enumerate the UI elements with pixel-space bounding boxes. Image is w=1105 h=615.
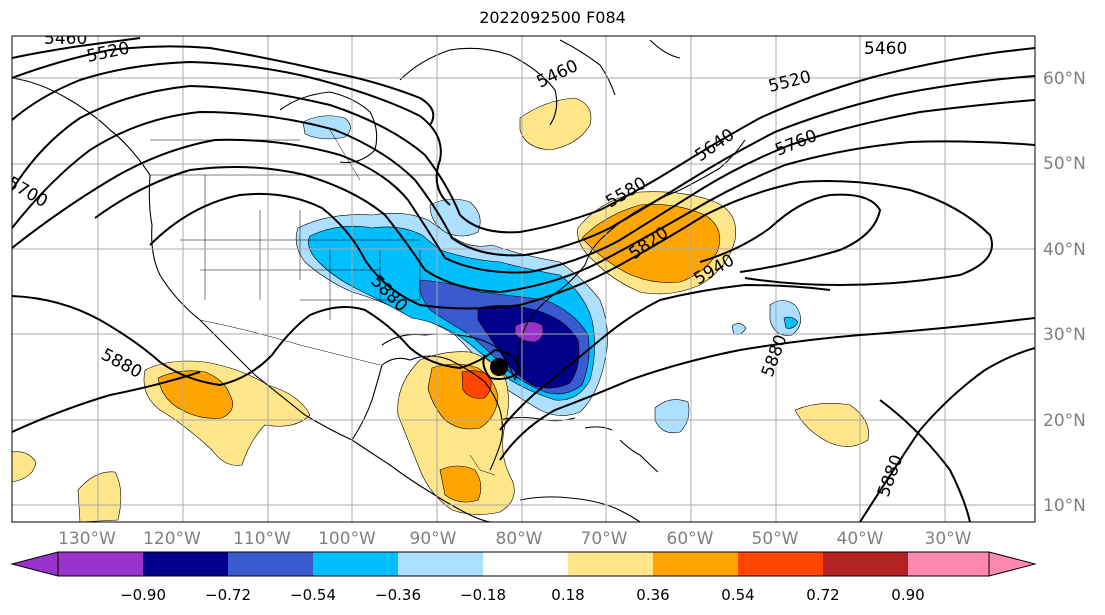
lat-label: 10°N (1043, 496, 1086, 516)
lon-label: 130°W (58, 529, 116, 549)
colorbar-bin (398, 552, 483, 576)
lon-label: 70°W (581, 529, 628, 549)
field-dark-blue (477, 305, 580, 389)
lat-label: 40°N (1043, 240, 1086, 260)
colorbar-tick: −0.36 (375, 586, 421, 604)
contour-label: 5460 (864, 39, 907, 59)
longitude-labels: 130°W 120°W 110°W 100°W 90°W 80°W 70°W 6… (58, 529, 972, 549)
field-light-blue-atl1 (654, 399, 690, 434)
colorbar-tick: −0.72 (205, 586, 251, 604)
field-pale-yellow-canada (519, 97, 592, 151)
lon-label: 50°W (752, 529, 799, 549)
colorbar-tick: −0.54 (290, 586, 336, 604)
lon-label: 80°W (496, 529, 543, 549)
lon-label: 120°W (143, 529, 201, 549)
lon-label: 40°W (837, 529, 884, 549)
lon-label: 90°W (410, 529, 457, 549)
lon-label: 100°W (318, 529, 376, 549)
political-borders (150, 129, 496, 476)
colorbar-bin (908, 552, 989, 576)
lat-label: 60°N (1043, 69, 1086, 89)
colorbar-tick: 0.72 (806, 586, 839, 604)
lat-label: 30°N (1043, 325, 1086, 345)
figure-title: 2022092500 F084 (479, 8, 626, 27)
field-pale-yellow-east (794, 403, 869, 447)
colorbar-bin (738, 552, 823, 576)
colorbar-bin (228, 552, 313, 576)
lon-label: 60°W (667, 529, 714, 549)
lat-label: 20°N (1043, 411, 1086, 431)
colorbar-bin (653, 552, 738, 576)
colorbar-frame (57, 551, 990, 577)
hurricane-marker (490, 358, 508, 376)
colorbar-bin (483, 552, 568, 576)
colorbar-tick: 0.18 (551, 586, 584, 604)
field-pale-yellow-w (12, 451, 37, 483)
colorbar-ticks: −0.90 −0.72 −0.54 −0.36 −0.18 0.18 0.36 … (120, 586, 925, 604)
colorbar-bin (823, 552, 908, 576)
colorbar-tick: 0.54 (721, 586, 754, 604)
field-light-blue-lakes (429, 198, 481, 237)
field-blue-atl2 (783, 316, 799, 329)
field-orange-2 (439, 465, 482, 503)
contour-label: 5460 (44, 29, 87, 49)
map-frame (11, 35, 1036, 523)
colorbar (10, 551, 1037, 577)
colorbar-tick: 0.36 (636, 586, 669, 604)
colorbar-bin (58, 552, 143, 576)
colorbar-bin (568, 552, 653, 576)
latitude-labels: 60°N 50°N 40°N 30°N 20°N 10°N (1043, 69, 1086, 516)
colorbar-tick: −0.18 (460, 586, 506, 604)
lat-label: 50°N (1043, 154, 1086, 174)
colorbar-tick: 0.90 (891, 586, 924, 604)
colorbar-bin (313, 552, 398, 576)
lon-label: 110°W (233, 529, 291, 549)
field-pale-yellow-sw (77, 471, 122, 522)
height-contours (12, 37, 1035, 522)
colorbar-extend-high (988, 551, 1037, 577)
field-orange-pac (157, 370, 233, 419)
colorbar-extend-low (10, 551, 59, 577)
colorbar-tick: −0.90 (120, 586, 166, 604)
lon-label: 30°W (925, 529, 972, 549)
colorbar-bin (143, 552, 228, 576)
